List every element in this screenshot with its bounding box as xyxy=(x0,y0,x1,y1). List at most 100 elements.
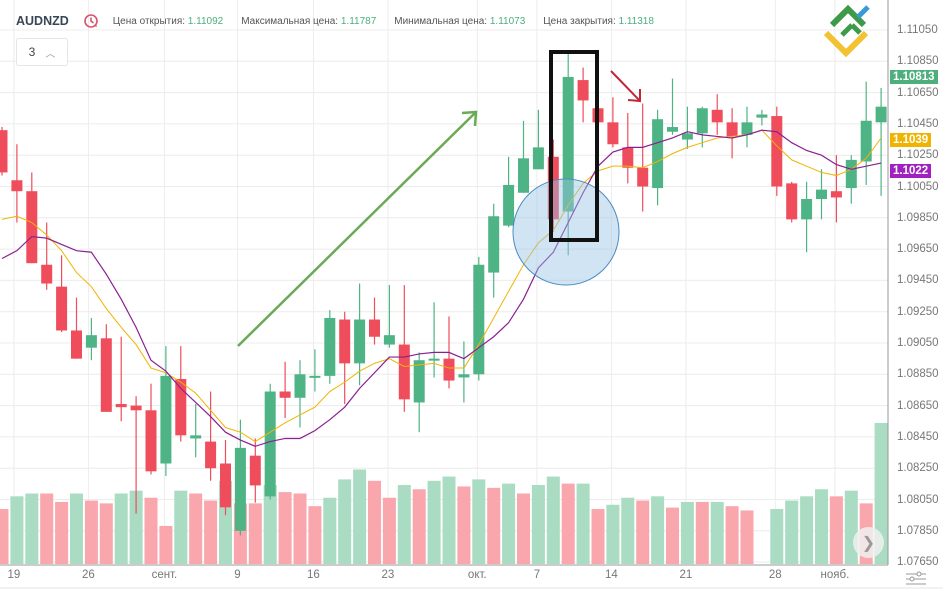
volume-bar xyxy=(174,490,188,564)
candle xyxy=(234,419,246,536)
candle xyxy=(547,139,559,232)
candle xyxy=(637,103,649,212)
x-tick-label: 26 xyxy=(82,569,95,581)
candle xyxy=(428,302,440,378)
volume-bar xyxy=(382,497,396,564)
candle xyxy=(860,81,872,185)
candle xyxy=(160,346,172,477)
y-tick-label: 1.09450 xyxy=(897,274,939,287)
y-tick-label: 1.07650 xyxy=(897,556,939,569)
volume-bar xyxy=(457,486,471,564)
volume-bar xyxy=(606,504,620,564)
candle-body xyxy=(264,391,276,497)
candle-body xyxy=(577,80,589,101)
candle xyxy=(294,360,306,428)
candle xyxy=(681,106,693,149)
candle xyxy=(458,341,470,403)
candle xyxy=(488,203,500,298)
candle xyxy=(115,336,127,422)
candle-body xyxy=(85,335,97,348)
volume-bar xyxy=(710,501,724,564)
candle-body xyxy=(741,122,753,135)
ma-fast-line xyxy=(1,129,882,443)
volume-bar xyxy=(114,493,128,564)
indicator-collapse-button[interactable]: 3 ︿ xyxy=(16,38,68,66)
volume-bar xyxy=(353,469,367,564)
volume-bar xyxy=(502,483,516,564)
candle xyxy=(503,156,515,228)
volume-bar xyxy=(308,506,322,564)
candle-body xyxy=(845,159,857,189)
candle-body xyxy=(339,319,351,364)
volume-bar xyxy=(323,497,337,564)
y-tick-label: 1.08850 xyxy=(897,368,939,381)
candle-body xyxy=(41,264,53,284)
candle-body xyxy=(607,122,619,145)
candle xyxy=(696,106,708,148)
candle-body xyxy=(279,391,291,398)
candle xyxy=(756,109,768,126)
candle-body xyxy=(696,108,708,134)
volume-bar xyxy=(263,485,277,564)
scroll-right-button[interactable]: ❯ xyxy=(853,527,884,558)
y-tick-label: 1.09850 xyxy=(897,211,939,224)
candle-body xyxy=(875,106,887,123)
candle-body xyxy=(428,358,440,361)
low-stat: Минимальная цена: 1.11073 xyxy=(394,15,526,27)
ma-slow-line xyxy=(1,129,882,447)
volume-bar xyxy=(800,496,814,564)
candle-body xyxy=(324,317,336,376)
candle xyxy=(190,404,202,458)
candle-body xyxy=(458,374,470,378)
highlight-circle xyxy=(512,178,620,286)
volume-bar xyxy=(591,509,605,564)
candle xyxy=(786,181,798,223)
candle-body xyxy=(0,130,8,173)
candle xyxy=(518,120,529,193)
candle-body xyxy=(532,147,544,170)
candle xyxy=(309,349,321,392)
symbol-title[interactable]: AUDNZD xyxy=(16,14,69,28)
candle xyxy=(100,324,112,412)
volume-bar xyxy=(815,489,828,564)
candle-body xyxy=(413,360,425,403)
x-tick-label: 19 xyxy=(7,569,21,581)
volume-bar xyxy=(0,509,9,564)
candle-body xyxy=(443,358,455,381)
candle-body xyxy=(369,319,380,337)
candle-body xyxy=(398,344,410,400)
ma-fast-price-label: 1.1039 xyxy=(890,132,932,147)
volume-bar xyxy=(636,500,650,564)
candle-body xyxy=(130,405,142,411)
candle xyxy=(711,94,723,135)
candle xyxy=(741,106,753,148)
volume-bar xyxy=(144,497,158,564)
candle-body xyxy=(71,330,82,359)
candle-body xyxy=(115,404,127,408)
sliders-icon[interactable] xyxy=(905,571,927,585)
candle xyxy=(652,109,664,206)
y-tick-label: 1.10650 xyxy=(897,86,939,99)
brand-logo xyxy=(823,4,870,58)
chevron-up-icon: ︿ xyxy=(45,48,56,60)
candle-body xyxy=(309,375,321,378)
candle xyxy=(339,311,351,405)
candle xyxy=(324,310,336,384)
candle xyxy=(249,438,261,503)
candle-body xyxy=(294,374,306,398)
candle xyxy=(41,222,53,290)
candle-body xyxy=(190,435,202,439)
candle-body xyxy=(220,463,231,508)
candle xyxy=(413,352,425,433)
clock-icon[interactable] xyxy=(83,13,99,29)
volume-bars xyxy=(0,423,888,564)
x-tick-label: 14 xyxy=(605,569,618,581)
candle-body xyxy=(249,455,261,486)
candle-body xyxy=(100,338,112,412)
y-tick-label: 1.10450 xyxy=(897,117,939,130)
volume-bar xyxy=(740,510,754,564)
candle-body xyxy=(711,109,723,123)
candle-body xyxy=(205,441,217,469)
x-tick-label: 16 xyxy=(307,569,320,581)
